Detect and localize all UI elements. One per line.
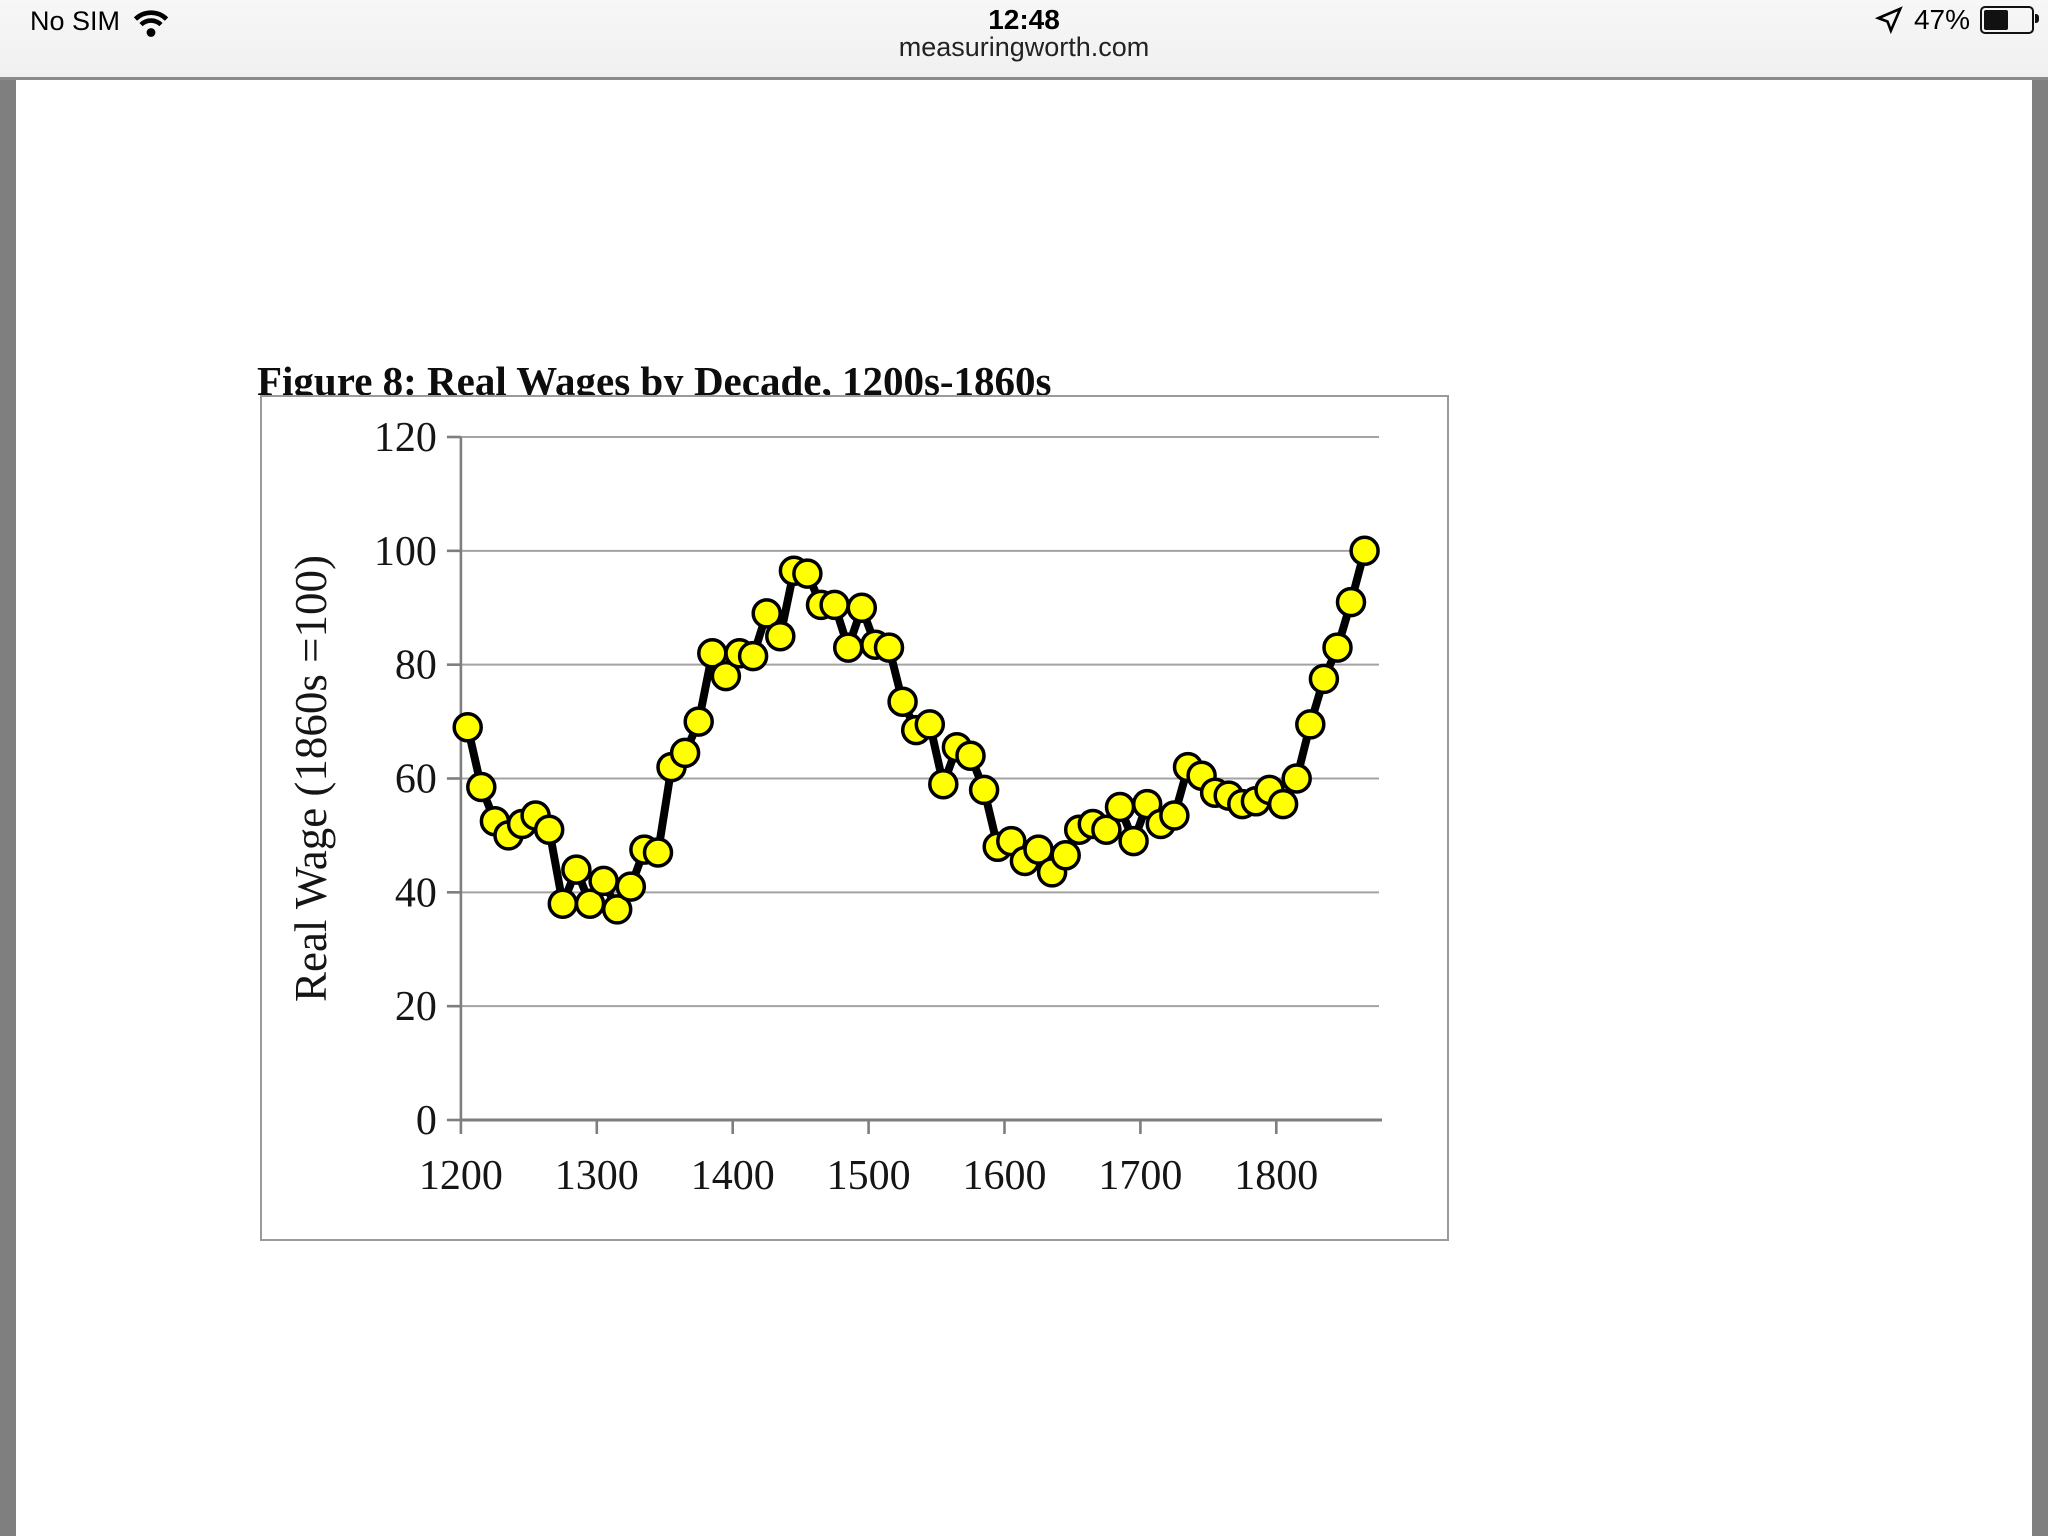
battery-percent-label: 47% (1913, 4, 1970, 35)
svg-text:1400: 1400 (691, 1153, 775, 1199)
svg-text:1300: 1300 (555, 1153, 639, 1199)
wifi-icon (133, 10, 169, 37)
svg-text:120: 120 (374, 415, 437, 461)
safari-chrome: No SIM 12:48 47% measuringworth.com (0, 0, 2048, 80)
status-bar: No SIM 12:48 47% (0, 0, 2048, 37)
url-domain-label[interactable]: measuringworth.com (898, 32, 1150, 62)
figure-box: 0 20 40 60 80 100 120 1200 1300 1400 1500 1600 1700 1… (260, 395, 1449, 1241)
svg-text:1600: 1600 (963, 1153, 1047, 1199)
svg-text:0: 0 (416, 1098, 437, 1144)
svg-text:60: 60 (395, 757, 437, 803)
svg-text:1800: 1800 (1234, 1153, 1318, 1199)
clock-label: 12:48 (988, 4, 1060, 35)
carrier-label: No SIM (30, 5, 121, 36)
svg-text:Real Wage (1860s =100): Real Wage (1860s =100) (286, 555, 336, 1002)
address-bar[interactable]: measuringworth.com (0, 32, 2048, 63)
svg-text:80: 80 (395, 643, 437, 689)
svg-text:20: 20 (395, 984, 437, 1030)
svg-text:40: 40 (395, 870, 437, 916)
web-page: Figure 8: Real Wages by Decade, 1200s-18… (16, 80, 2032, 1536)
svg-text:1700: 1700 (1098, 1153, 1182, 1199)
location-arrow-icon (1874, 6, 1903, 35)
battery-icon (1980, 6, 2039, 34)
svg-text:100: 100 (374, 529, 437, 575)
wage-chart-svg: 0 20 40 60 80 100 120 1200 1300 1400 1500 1600 1700 1… (286, 415, 1382, 1199)
svg-text:1200: 1200 (419, 1153, 503, 1199)
svg-text:1500: 1500 (827, 1153, 911, 1199)
